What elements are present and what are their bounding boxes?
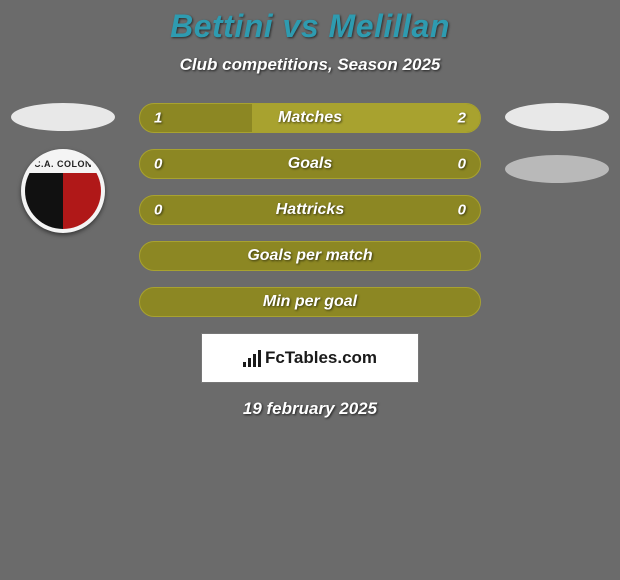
stat-bar-mpg: Min per goal	[139, 287, 481, 317]
badge-half-right	[63, 173, 101, 229]
club-oval-right	[505, 155, 609, 183]
date-label: 19 february 2025	[0, 399, 620, 419]
left-column: C.A. COLON	[8, 103, 118, 233]
brand-chart-icon	[243, 349, 261, 367]
player-oval-left	[11, 103, 115, 131]
stat-value-right: 0	[458, 156, 466, 173]
stat-value-right: 0	[458, 202, 466, 219]
stat-label: Goals	[140, 155, 480, 173]
stat-bar-matches: 1 Matches 2	[139, 103, 481, 133]
stat-label: Min per goal	[140, 293, 480, 311]
stat-label: Hattricks	[140, 201, 480, 219]
content-area: C.A. COLON 1 Matches 2 0 Goals 0	[0, 103, 620, 419]
stats-card: Bettini vs Melillan Club competitions, S…	[0, 0, 620, 580]
right-column	[502, 103, 612, 183]
page-title: Bettini vs Melillan	[0, 8, 620, 45]
stat-label: Matches	[140, 109, 480, 127]
club-badge-label: C.A. COLON	[25, 159, 101, 169]
brand-box[interactable]: FcTables.com	[201, 333, 419, 383]
subtitle: Club competitions, Season 2025	[0, 55, 620, 75]
player-oval-right	[505, 103, 609, 131]
stat-bar-hattricks: 0 Hattricks 0	[139, 195, 481, 225]
club-badge-colon: C.A. COLON	[21, 149, 105, 233]
stat-label: Goals per match	[140, 247, 480, 265]
stats-bars: 1 Matches 2 0 Goals 0 0 Hattricks 0	[139, 103, 481, 317]
stat-value-right: 2	[458, 110, 466, 127]
stat-bar-gpm: Goals per match	[139, 241, 481, 271]
brand-text: FcTables.com	[265, 348, 377, 368]
stat-bar-goals: 0 Goals 0	[139, 149, 481, 179]
badge-half-left	[25, 173, 63, 229]
